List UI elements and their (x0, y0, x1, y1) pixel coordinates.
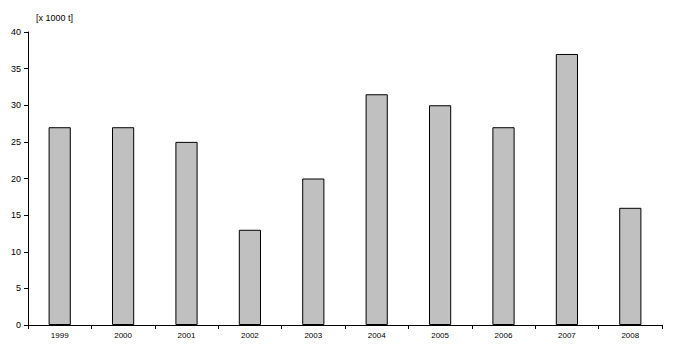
svg-text:35: 35 (11, 64, 21, 74)
svg-text:20: 20 (11, 174, 21, 184)
svg-text:2004: 2004 (368, 331, 386, 340)
svg-text:2005: 2005 (431, 331, 449, 340)
svg-text:2002: 2002 (241, 331, 259, 340)
svg-text:1999: 1999 (51, 331, 69, 340)
svg-text:2003: 2003 (304, 331, 322, 340)
svg-text:2008: 2008 (621, 331, 639, 340)
svg-text:40: 40 (11, 27, 21, 37)
svg-text:[x 1000 t]: [x 1000 t] (36, 13, 73, 23)
svg-text:25: 25 (11, 137, 21, 147)
svg-text:0: 0 (16, 320, 21, 330)
svg-text:2001: 2001 (178, 331, 196, 340)
svg-text:2007: 2007 (558, 331, 576, 340)
svg-text:5: 5 (16, 283, 21, 293)
svg-text:2000: 2000 (114, 331, 132, 340)
svg-text:30: 30 (11, 100, 21, 110)
svg-text:2006: 2006 (495, 331, 513, 340)
svg-text:10: 10 (11, 247, 21, 257)
svg-text:15: 15 (11, 210, 21, 220)
